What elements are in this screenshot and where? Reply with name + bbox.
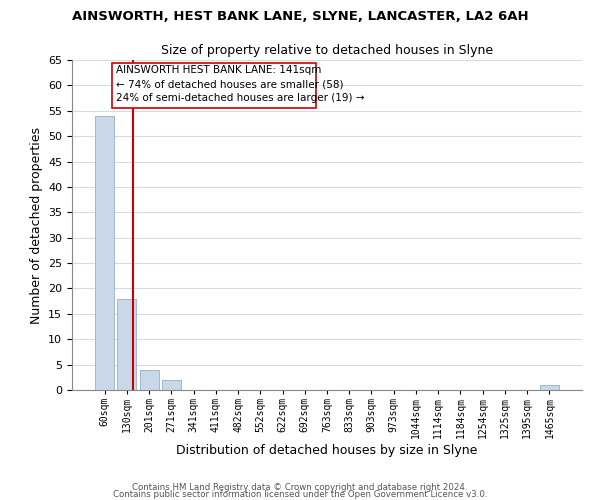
Title: Size of property relative to detached houses in Slyne: Size of property relative to detached ho… [161, 44, 493, 58]
Bar [540, 385, 559, 390]
Text: AINSWORTH, HEST BANK LANE, SLYNE, LANCASTER, LA2 6AH: AINSWORTH, HEST BANK LANE, SLYNE, LANCAS… [71, 10, 529, 23]
Text: Contains HM Land Registry data © Crown copyright and database right 2024.: Contains HM Land Registry data © Crown c… [132, 484, 468, 492]
Bar [140, 370, 158, 390]
Bar [162, 380, 181, 390]
Text: Contains public sector information licensed under the Open Government Licence v3: Contains public sector information licen… [113, 490, 487, 499]
FancyBboxPatch shape [112, 62, 316, 108]
X-axis label: Distribution of detached houses by size in Slyne: Distribution of detached houses by size … [176, 444, 478, 456]
Text: AINSWORTH HEST BANK LANE: 141sqm
← 74% of detached houses are smaller (58)
24% o: AINSWORTH HEST BANK LANE: 141sqm ← 74% o… [116, 65, 364, 103]
Y-axis label: Number of detached properties: Number of detached properties [29, 126, 43, 324]
Bar [95, 116, 114, 390]
Bar [118, 298, 136, 390]
